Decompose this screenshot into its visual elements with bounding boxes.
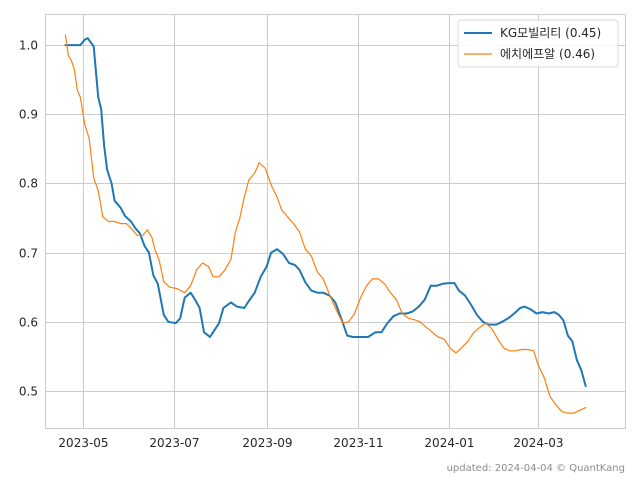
legend-label: KG모빌리티 (0.45) <box>500 26 601 40</box>
y-tick-label: 1.0 <box>19 39 38 53</box>
series-line-1 <box>64 37 587 388</box>
series-layer <box>64 34 587 414</box>
x-tick-label: 2024-03 <box>513 436 563 450</box>
x-tick-label: 2023-11 <box>333 436 383 450</box>
x-tick-label: 2023-07 <box>149 436 199 450</box>
x-tick-label: 2024-01 <box>424 436 474 450</box>
legend-box <box>457 19 619 68</box>
y-tick-label: 0.8 <box>19 177 38 191</box>
grid <box>46 14 626 429</box>
y-tick-label: 0.9 <box>19 108 38 122</box>
y-tick-label: 0.7 <box>19 247 38 261</box>
y-axis-ticks: 0.5 0.6 0.7 0.8 0.9 1.0 <box>19 39 38 399</box>
plot-frame <box>45 14 626 429</box>
x-axis-ticks: 2023-05 2023-07 2023-09 2023-11 2024-01 2024-… <box>58 436 563 450</box>
y-tick-label: 0.5 <box>19 385 38 399</box>
x-tick-label: 2023-05 <box>58 436 108 450</box>
legend-label: 에치에프알 (0.46) <box>500 47 595 61</box>
legend: KG모빌리티 (0.45) 에치에프알 (0.46) <box>457 19 619 68</box>
y-tick-label: 0.6 <box>19 316 38 330</box>
series-line-2 <box>64 34 587 414</box>
x-tick-label: 2023-09 <box>242 436 292 450</box>
footer-credit: updated: 2024-04-04 © QuantKang <box>446 463 625 474</box>
